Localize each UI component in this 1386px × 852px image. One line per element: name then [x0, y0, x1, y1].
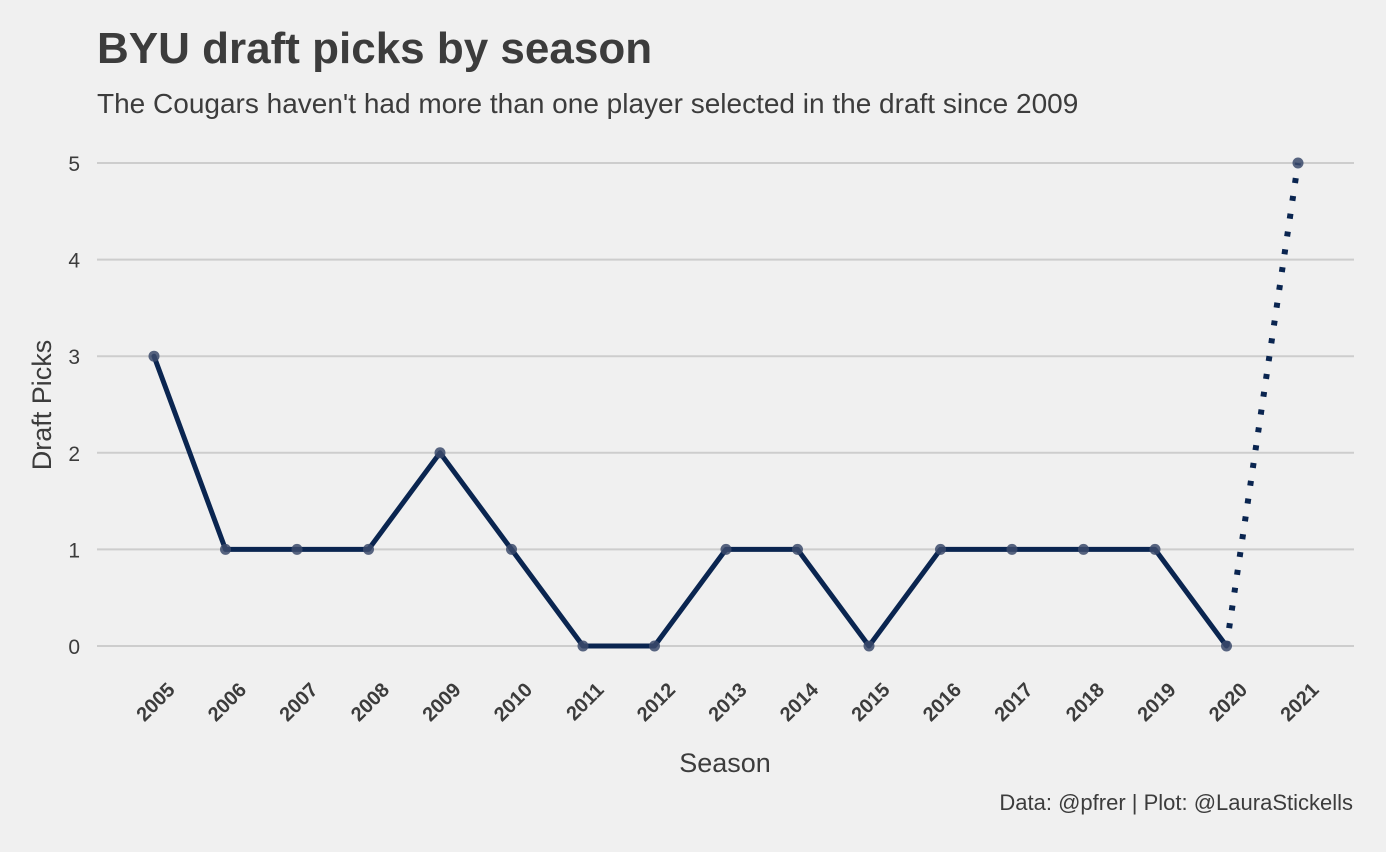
data-point	[220, 543, 231, 555]
x-tick-label: 2005	[133, 679, 180, 726]
x-tick-label: 2015	[848, 679, 895, 726]
y-tick-label: 2	[68, 443, 80, 466]
data-point	[863, 640, 875, 652]
data-point	[720, 543, 732, 555]
data-point	[1292, 157, 1304, 169]
x-tick-label: 2020	[1205, 679, 1252, 726]
data-point	[792, 543, 803, 555]
data-point	[363, 543, 374, 555]
y-tick-label: 3	[68, 346, 80, 369]
x-axis-ticks: 2005 2006 2007 2008 2009 2010 2011 2012 2013 2014…	[133, 678, 1324, 726]
data-point	[577, 640, 589, 652]
y-axis-ticks: 0 1 2 3 4 5	[68, 153, 80, 659]
x-tick-label: 2006	[204, 679, 251, 726]
x-tick-label: 2008	[347, 679, 394, 726]
data-points	[148, 157, 1304, 652]
series-line-solid	[151, 353, 1229, 649]
x-tick-label: 2007	[276, 679, 323, 726]
data-point	[148, 350, 160, 362]
data-point	[291, 543, 303, 555]
chart-title: BYU draft picks by season	[97, 24, 653, 73]
data-point	[935, 543, 946, 555]
x-tick-label: 2014	[776, 678, 824, 726]
x-tick-label: 2012	[633, 679, 680, 726]
y-axis-title: Draft Picks	[27, 340, 57, 471]
data-point	[1149, 543, 1161, 555]
y-tick-label: 0	[68, 636, 80, 659]
data-point	[1078, 543, 1089, 555]
x-tick-label: 2016	[919, 679, 966, 726]
chart-caption: Data: @pfrer | Plot: @LauraStickells	[999, 790, 1353, 815]
series-line-dotted	[1223, 162, 1301, 647]
x-tick-label: 2017	[991, 679, 1038, 726]
gridlines	[97, 162, 1354, 647]
x-tick-label: 2010	[490, 679, 537, 726]
y-tick-label: 1	[68, 539, 80, 562]
data-point	[506, 543, 517, 555]
data-point	[434, 447, 446, 459]
x-tick-label: 2013	[705, 679, 752, 726]
data-point	[1006, 543, 1018, 555]
x-tick-label: 2009	[419, 679, 466, 726]
x-tick-label: 2019	[1134, 679, 1181, 726]
x-tick-label: 2018	[1062, 679, 1109, 726]
x-tick-label: 2011	[562, 679, 608, 725]
x-tick-label: 2021	[1277, 679, 1324, 726]
data-point	[649, 640, 660, 652]
y-tick-label: 5	[68, 153, 80, 176]
y-tick-label: 4	[68, 250, 80, 273]
x-axis-title: Season	[679, 748, 771, 778]
series-lines	[151, 162, 1301, 649]
chart-subtitle: The Cougars haven't had more than one pl…	[97, 88, 1079, 119]
data-point	[1221, 640, 1232, 652]
